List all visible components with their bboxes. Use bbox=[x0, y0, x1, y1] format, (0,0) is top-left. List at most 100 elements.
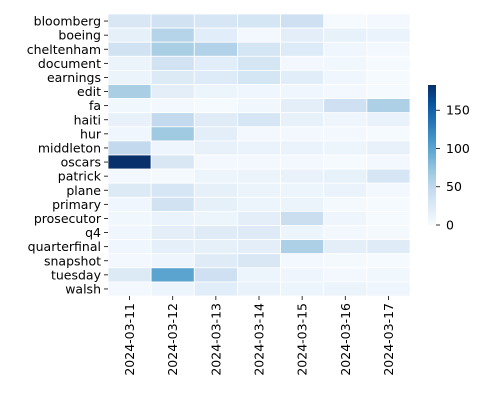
row-label: snapshot bbox=[44, 253, 101, 268]
heatmap-cell-q4-2024-03-11 bbox=[107, 225, 152, 241]
heatmap-cell-primary-2024-03-13 bbox=[193, 196, 238, 212]
heatmap-cell-quarterfinal-2024-03-16 bbox=[323, 239, 368, 255]
column-label: 2024-03-16 bbox=[338, 303, 353, 376]
heatmap-cell-q4-2024-03-17 bbox=[366, 225, 411, 241]
heatmap-cell-prosecutor-2024-03-17 bbox=[366, 210, 411, 226]
heatmap-cell-quarterfinal-2024-03-17 bbox=[366, 239, 411, 255]
heatmap-cell-patrick-2024-03-13 bbox=[193, 168, 238, 184]
heatmap-cell-hur-2024-03-15 bbox=[280, 126, 325, 142]
heatmap-cell-snapshot-2024-03-14 bbox=[237, 253, 281, 269]
heatmap-cell-document-2024-03-14 bbox=[237, 55, 281, 71]
column-label: 2024-03-17 bbox=[381, 303, 396, 376]
heatmap-cell-snapshot-2024-03-16 bbox=[323, 253, 368, 269]
heatmap-cell-quarterfinal-2024-03-14 bbox=[237, 239, 281, 255]
heatmap-cell-document-2024-03-12 bbox=[150, 55, 195, 71]
heatmap-cell-snapshot-2024-03-15 bbox=[280, 253, 325, 269]
heatmap-cell-document-2024-03-11 bbox=[107, 55, 152, 71]
heatmap-cell-bloomberg-2024-03-11 bbox=[107, 13, 152, 29]
row-label: oscars bbox=[61, 155, 101, 170]
heatmap-cell-fa-2024-03-15 bbox=[280, 98, 325, 114]
heatmap-cell-walsh-2024-03-15 bbox=[280, 281, 325, 297]
row-label: bloomberg bbox=[34, 14, 101, 29]
heatmap-cell-haiti-2024-03-16 bbox=[323, 112, 368, 128]
heatmap-cell-bloomberg-2024-03-14 bbox=[237, 13, 281, 29]
heatmap-cell-prosecutor-2024-03-13 bbox=[193, 210, 238, 226]
heatmap-cell-prosecutor-2024-03-11 bbox=[107, 210, 152, 226]
heatmap-cell-boeing-2024-03-16 bbox=[323, 27, 368, 43]
heatmap-cell-document-2024-03-13 bbox=[193, 55, 238, 71]
column-label: 2024-03-11 bbox=[122, 303, 137, 376]
heatmap-cell-oscars-2024-03-13 bbox=[193, 154, 238, 170]
heatmap-cell-tuesday-2024-03-16 bbox=[323, 267, 368, 283]
heatmap-cell-edit-2024-03-14 bbox=[237, 84, 281, 100]
heatmap-cells bbox=[107, 13, 411, 297]
heatmap-cell-haiti-2024-03-17 bbox=[366, 112, 411, 128]
heatmap-cell-tuesday-2024-03-15 bbox=[280, 267, 325, 283]
heatmap-cell-primary-2024-03-17 bbox=[366, 196, 411, 212]
heatmap-cell-document-2024-03-16 bbox=[323, 55, 368, 71]
heatmap-cell-haiti-2024-03-12 bbox=[150, 112, 195, 128]
heatmap-cell-tuesday-2024-03-11 bbox=[107, 267, 152, 283]
heatmap-cell-middleton-2024-03-14 bbox=[237, 140, 281, 156]
heatmap-cell-walsh-2024-03-13 bbox=[193, 281, 238, 297]
heatmap-cell-primary-2024-03-12 bbox=[150, 196, 195, 212]
heatmap-cell-cheltenham-2024-03-14 bbox=[237, 41, 281, 57]
heatmap-cell-haiti-2024-03-14 bbox=[237, 112, 281, 128]
column-label: 2024-03-14 bbox=[252, 303, 267, 376]
column-label: 2024-03-12 bbox=[165, 303, 180, 376]
heatmap-cell-tuesday-2024-03-17 bbox=[366, 267, 411, 283]
heatmap-cell-plane-2024-03-13 bbox=[193, 182, 238, 198]
heatmap-cell-snapshot-2024-03-13 bbox=[193, 253, 238, 269]
heatmap-cell-q4-2024-03-16 bbox=[323, 225, 368, 241]
heatmap-cell-hur-2024-03-11 bbox=[107, 126, 152, 142]
heatmap-cell-fa-2024-03-12 bbox=[150, 98, 195, 114]
heatmap-cell-edit-2024-03-16 bbox=[323, 84, 368, 100]
heatmap-cell-oscars-2024-03-12 bbox=[150, 154, 195, 170]
heatmap-cell-hur-2024-03-12 bbox=[150, 126, 195, 142]
heatmap-cell-bloomberg-2024-03-15 bbox=[280, 13, 325, 29]
row-label: haiti bbox=[74, 112, 101, 127]
row-label: fa bbox=[89, 98, 101, 113]
heatmap-cell-plane-2024-03-12 bbox=[150, 182, 195, 198]
heatmap-cell-walsh-2024-03-12 bbox=[150, 281, 195, 297]
heatmap-cell-walsh-2024-03-17 bbox=[366, 281, 411, 297]
heatmap-cell-document-2024-03-17 bbox=[366, 55, 411, 71]
heatmap-cell-primary-2024-03-15 bbox=[280, 196, 325, 212]
row-label: tuesday bbox=[51, 267, 102, 282]
heatmap-cell-oscars-2024-03-17 bbox=[366, 154, 411, 170]
heatmap-cell-cheltenham-2024-03-15 bbox=[280, 41, 325, 57]
heatmap-cell-haiti-2024-03-13 bbox=[193, 112, 238, 128]
heatmap-cell-cheltenham-2024-03-17 bbox=[366, 41, 411, 57]
heatmap-cell-edit-2024-03-13 bbox=[193, 84, 238, 100]
row-label: plane bbox=[66, 183, 101, 198]
heatmap-cell-primary-2024-03-14 bbox=[237, 196, 281, 212]
heatmap-cell-plane-2024-03-14 bbox=[237, 182, 281, 198]
heatmap-cell-edit-2024-03-17 bbox=[366, 84, 411, 100]
heatmap-cell-tuesday-2024-03-14 bbox=[237, 267, 281, 283]
heatmap-cell-prosecutor-2024-03-16 bbox=[323, 210, 368, 226]
colorbar-tick-label: 0 bbox=[446, 218, 454, 233]
heatmap-cell-earnings-2024-03-15 bbox=[280, 70, 325, 85]
heatmap-cell-tuesday-2024-03-13 bbox=[193, 267, 238, 283]
heatmap-cell-hur-2024-03-16 bbox=[323, 126, 368, 142]
heatmap-cell-cheltenham-2024-03-12 bbox=[150, 41, 195, 57]
heatmap-cell-boeing-2024-03-15 bbox=[280, 27, 325, 43]
row-label: edit bbox=[77, 84, 101, 99]
row-labels: bloombergboeingcheltenhamdocumentearning… bbox=[27, 14, 108, 296]
heatmap-cell-bloomberg-2024-03-12 bbox=[150, 13, 195, 29]
column-label: 2024-03-15 bbox=[295, 303, 310, 376]
heatmap-cell-cheltenham-2024-03-11 bbox=[107, 41, 152, 57]
heatmap-cell-oscars-2024-03-14 bbox=[237, 154, 281, 170]
heatmap-cell-cheltenham-2024-03-13 bbox=[193, 41, 238, 57]
heatmap-cell-quarterfinal-2024-03-13 bbox=[193, 239, 238, 255]
heatmap-cell-q4-2024-03-14 bbox=[237, 225, 281, 241]
heatmap-cell-walsh-2024-03-16 bbox=[323, 281, 368, 297]
row-label: boeing bbox=[58, 28, 101, 43]
heatmap-cell-haiti-2024-03-11 bbox=[107, 112, 152, 128]
row-label: cheltenham bbox=[27, 42, 101, 57]
heatmap-cell-fa-2024-03-11 bbox=[107, 98, 152, 114]
heatmap-cell-prosecutor-2024-03-14 bbox=[237, 210, 281, 226]
heatmap-cell-middleton-2024-03-11 bbox=[107, 140, 152, 156]
heatmap-cell-fa-2024-03-17 bbox=[366, 98, 411, 114]
heatmap-cell-document-2024-03-15 bbox=[280, 55, 325, 71]
